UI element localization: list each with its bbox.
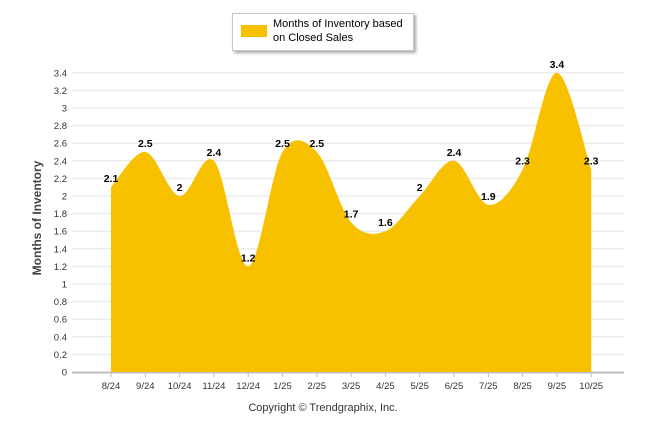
data-labels: 2.1 2.5 2 2.4 1.2 2.5 2.5 1.7 1.6 2 2.4 1.9 2.3 3.4 2.…: [104, 59, 599, 265]
y-tick-label: 1.6: [54, 227, 67, 238]
data-label: 2.4: [447, 147, 462, 159]
x-tick-label: 8/25: [513, 381, 532, 392]
x-axis-ticks: 8/24 9/24 10/24 11/24 12/24 1/25 2/25 3/25 4/25 5…: [102, 381, 603, 392]
x-tick-label: 7/25: [479, 381, 498, 392]
x-tick-label: 12/24: [236, 381, 260, 392]
data-label: 1.9: [481, 191, 496, 203]
y-tick-label: 0.4: [54, 332, 67, 343]
x-tick-label: 8/24: [102, 381, 121, 392]
data-label: 1.2: [241, 252, 256, 264]
data-label: 2.3: [584, 156, 599, 168]
data-label: 2.5: [138, 138, 153, 150]
data-label: 2.4: [207, 147, 222, 159]
y-tick-label: 0.8: [54, 297, 67, 308]
x-tick-label: 1/25: [273, 381, 292, 392]
copyright-text: Copyright © Trendgraphix, Inc.: [248, 402, 398, 414]
legend: Months of Inventory based on Closed Sale…: [232, 13, 414, 51]
legend-label: Months of Inventory based on Closed Sale…: [273, 18, 403, 44]
x-tick-label: 9/24: [136, 381, 155, 392]
y-tick-label: 2.6: [54, 139, 67, 150]
data-label: 2: [417, 182, 423, 194]
y-tick-label: 3.2: [54, 86, 67, 97]
y-tick-label: 2.2: [54, 174, 67, 185]
y-tick-label: 3.4: [54, 68, 67, 79]
x-tick-label: 2/25: [308, 381, 327, 392]
y-tick-label: 2: [62, 192, 67, 203]
y-tick-label: 2.4: [54, 156, 67, 167]
y-tick-label: 1: [62, 280, 67, 291]
data-label: 2: [177, 182, 183, 194]
x-axis: [72, 372, 624, 377]
y-axis-ticks: 0 0.2 0.4 0.6 0.8 1 1.2 1.4 1.6 1.8 2 2.2 2.4 2.6 2.8 3…: [54, 68, 67, 378]
x-tick-label: 5/25: [410, 381, 429, 392]
y-tick-label: 0: [62, 368, 67, 379]
y-axis-title: Months of Inventory: [30, 160, 44, 276]
data-label: 2.1: [104, 173, 119, 185]
x-tick-label: 10/24: [168, 381, 192, 392]
y-tick-label: 2.8: [54, 121, 67, 132]
x-tick-label: 4/25: [376, 381, 395, 392]
y-tick-label: 0.6: [54, 315, 67, 326]
legend-swatch: [241, 25, 267, 37]
data-label: 1.6: [378, 217, 393, 229]
data-label: 2.5: [309, 138, 324, 150]
x-tick-label: 9/25: [548, 381, 567, 392]
data-label: 1.7: [344, 208, 359, 220]
x-tick-label: 6/25: [445, 381, 464, 392]
y-tick-label: 0.2: [54, 350, 67, 361]
y-tick-label: 1.4: [54, 244, 67, 255]
data-label: 2.5: [275, 138, 290, 150]
x-tick-label: 11/24: [202, 381, 225, 392]
x-tick-label: 3/25: [342, 381, 361, 392]
data-label: 2.3: [515, 156, 530, 168]
y-tick-label: 1.2: [54, 262, 67, 273]
y-tick-label: 3: [62, 104, 67, 115]
data-label: 3.4: [550, 59, 565, 71]
y-tick-label: 1.8: [54, 209, 67, 220]
x-tick-label: 10/25: [579, 381, 603, 392]
area-series: [111, 72, 592, 373]
